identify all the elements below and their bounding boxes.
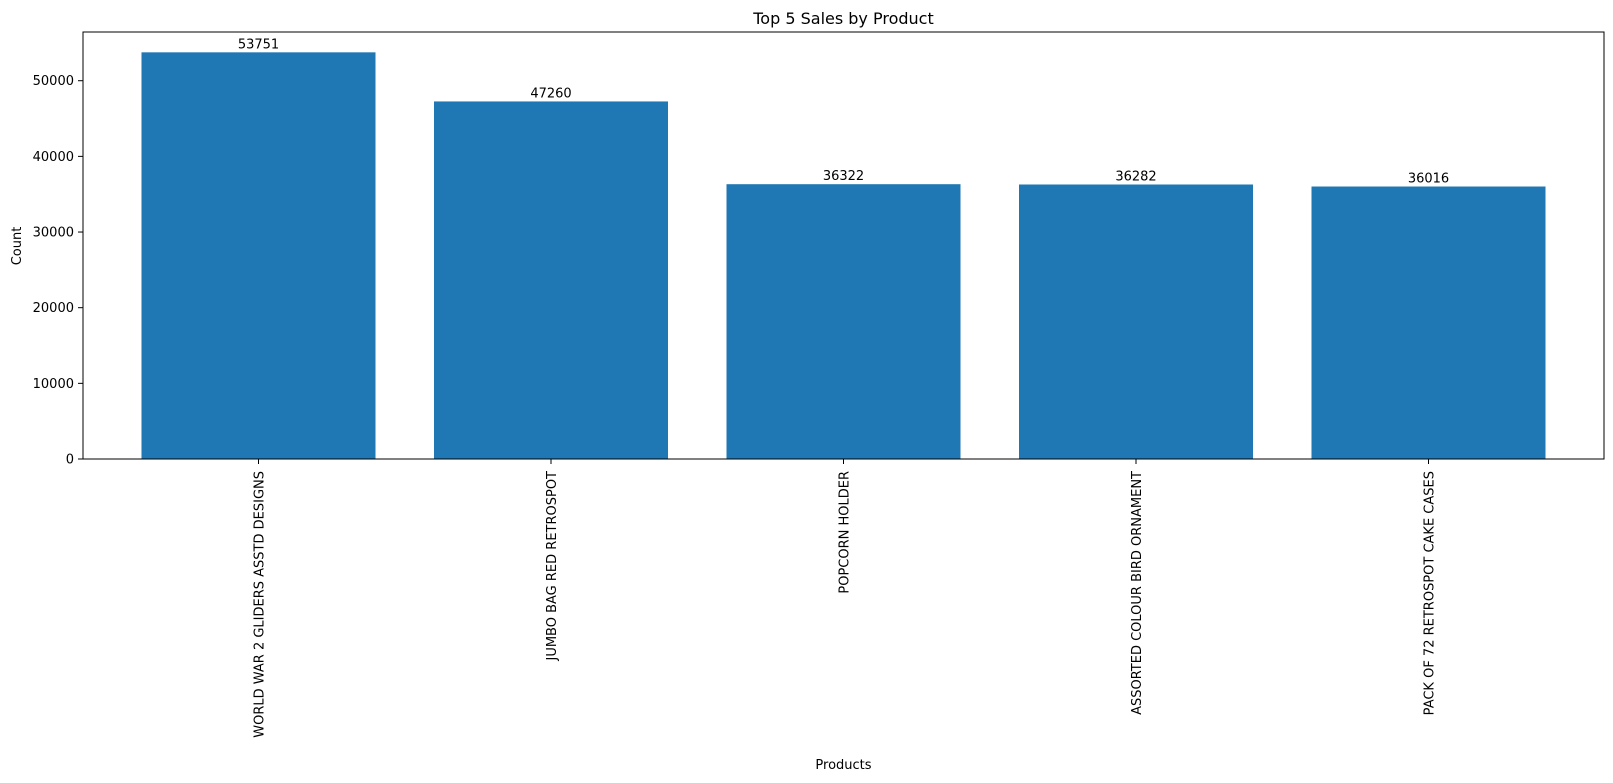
y-axis: 0 10000 20000 30000 40000 50000 — [33, 74, 83, 468]
y-tick-label: 10000 — [33, 377, 74, 392]
data-label: 36282 — [1115, 170, 1156, 185]
bar — [726, 184, 961, 460]
data-label: 53751 — [238, 37, 279, 52]
y-tick-label: 20000 — [33, 301, 74, 316]
bar — [1311, 186, 1546, 459]
x-tick-label: WORLD WAR 2 GLIDERS ASSTD DESIGNS — [253, 471, 268, 738]
x-tick-label: JUMBO BAG RED RETROSPOT — [545, 471, 560, 662]
bars — [141, 52, 1546, 460]
bar — [1019, 184, 1253, 459]
x-axis: WORLD WAR 2 GLIDERS ASSTD DESIGNS JUMBO B… — [253, 459, 1438, 738]
x-tick-label: ASSORTED COLOUR BIRD ORNAMENT — [1130, 471, 1145, 715]
y-tick-label: 0 — [66, 453, 74, 468]
data-labels: 53751 47260 36322 36282 36016 — [238, 37, 1449, 186]
y-axis-label: Count — [10, 227, 25, 266]
y-tick-label: 30000 — [33, 226, 74, 241]
bar — [141, 52, 376, 459]
x-tick-label: POPCORN HOLDER — [838, 471, 853, 594]
x-axis-label: Products — [815, 758, 871, 773]
x-tick-label: PACK OF 72 RETROSPOT CAKE CASES — [1423, 471, 1438, 715]
data-label: 36016 — [1408, 172, 1449, 187]
bar — [434, 101, 668, 460]
chart-title: Top 5 Sales by Product — [752, 9, 933, 28]
y-tick-label: 50000 — [33, 74, 74, 89]
y-tick-label: 40000 — [33, 150, 74, 165]
data-label: 47260 — [530, 86, 571, 101]
data-label: 36322 — [823, 169, 864, 184]
